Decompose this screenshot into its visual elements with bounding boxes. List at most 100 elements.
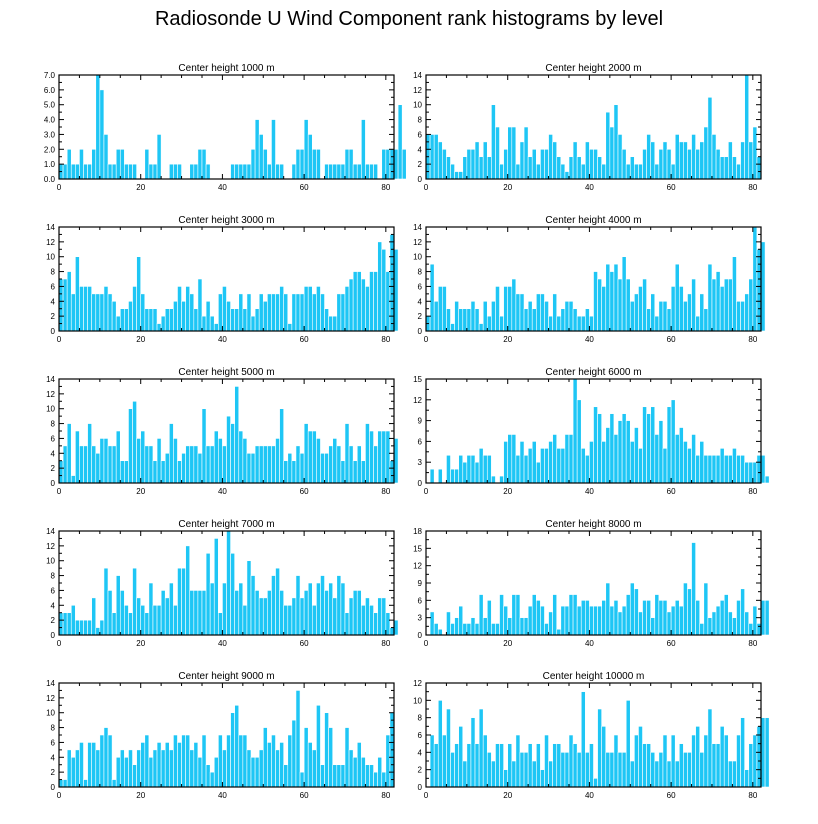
bar [169, 582, 174, 636]
bar [144, 148, 150, 180]
panel-title: Center height 5000 m [178, 367, 274, 378]
panel-4: Center height 4000 m 0 20 40 60 80 0 2 4 6 8 10 12 14 [413, 215, 766, 344]
panel-2: Center height 2000 m 0 20 40 60 80 0 2 4 6 8 10 12 14 [413, 63, 762, 192]
bar [275, 163, 280, 180]
bar [262, 727, 268, 788]
x-tick-label: 0 [424, 335, 429, 344]
bar [136, 438, 142, 484]
bar [279, 590, 284, 636]
bar [486, 156, 492, 180]
bar [552, 434, 558, 484]
bar [271, 119, 276, 180]
bar [377, 430, 383, 484]
bar [164, 742, 170, 788]
bar [164, 452, 170, 484]
y-tick-label: 18 [413, 527, 422, 536]
bar [291, 460, 297, 484]
bar [173, 163, 178, 180]
bar [189, 163, 195, 180]
bar [95, 452, 101, 484]
bar [115, 575, 121, 636]
bar [287, 604, 293, 636]
bar [495, 623, 500, 636]
bar [752, 226, 758, 332]
bar [226, 415, 231, 484]
x-tick-label: 40 [218, 791, 227, 800]
bar [177, 460, 182, 484]
bar [613, 263, 619, 332]
bar [711, 454, 717, 484]
bar [70, 756, 76, 788]
x-tick-label: 80 [748, 487, 757, 496]
bar [597, 278, 602, 332]
bar [193, 308, 199, 332]
bar [111, 300, 117, 332]
bar [136, 256, 142, 332]
bar [691, 278, 696, 332]
bar [703, 734, 709, 788]
bar [650, 752, 656, 788]
bar [674, 600, 680, 636]
y-tick-label: 8 [51, 724, 56, 733]
y-tick-label: 12 [413, 679, 422, 688]
bar [531, 760, 537, 788]
bar [209, 771, 215, 788]
bar [482, 454, 488, 484]
bar [365, 764, 370, 788]
bar [703, 308, 709, 332]
bar [246, 293, 252, 332]
bar [344, 148, 350, 180]
bar [728, 141, 733, 180]
bar [169, 308, 174, 332]
bar [91, 742, 97, 788]
bar [748, 743, 754, 788]
bar [678, 141, 684, 180]
bar [662, 141, 668, 180]
bar [173, 604, 178, 636]
bar [324, 308, 329, 332]
bar [291, 597, 297, 636]
bar [140, 430, 146, 484]
bar [205, 300, 211, 332]
bar [462, 461, 468, 484]
bar [503, 441, 509, 484]
bar [58, 460, 64, 484]
y-tick-label: 12 [46, 238, 55, 247]
bar [246, 163, 252, 180]
bar [511, 594, 517, 636]
bar [429, 263, 435, 332]
y-tick-label: 2 [51, 768, 56, 777]
y-tick-label: 8 [51, 420, 56, 429]
bar [752, 605, 758, 636]
bar [462, 308, 468, 332]
bar [119, 308, 125, 332]
bar [670, 163, 676, 180]
panel-title: Center height 9000 m [178, 671, 274, 682]
bar [144, 308, 150, 332]
bar [148, 582, 154, 636]
bar [115, 756, 121, 788]
y-tick-label: 6 [418, 731, 423, 740]
y-tick-label: 4 [51, 601, 56, 610]
bar [148, 445, 154, 484]
bar [87, 619, 92, 636]
bar [437, 141, 443, 180]
y-tick-label: 10 [46, 557, 55, 566]
bar [593, 778, 598, 788]
x-tick-label: 80 [748, 791, 757, 800]
bar [373, 163, 378, 180]
bar [580, 315, 586, 332]
bar [283, 604, 289, 636]
bar [548, 315, 553, 332]
bar [275, 567, 280, 636]
bar [316, 438, 321, 484]
bar [536, 163, 541, 180]
bar [515, 734, 521, 788]
y-tick-label: 0 [418, 327, 423, 336]
bar [478, 156, 484, 180]
bar [234, 590, 240, 636]
x-tick-label: 60 [667, 487, 676, 496]
bar [246, 560, 252, 636]
bar [466, 308, 472, 332]
bar [511, 434, 517, 484]
